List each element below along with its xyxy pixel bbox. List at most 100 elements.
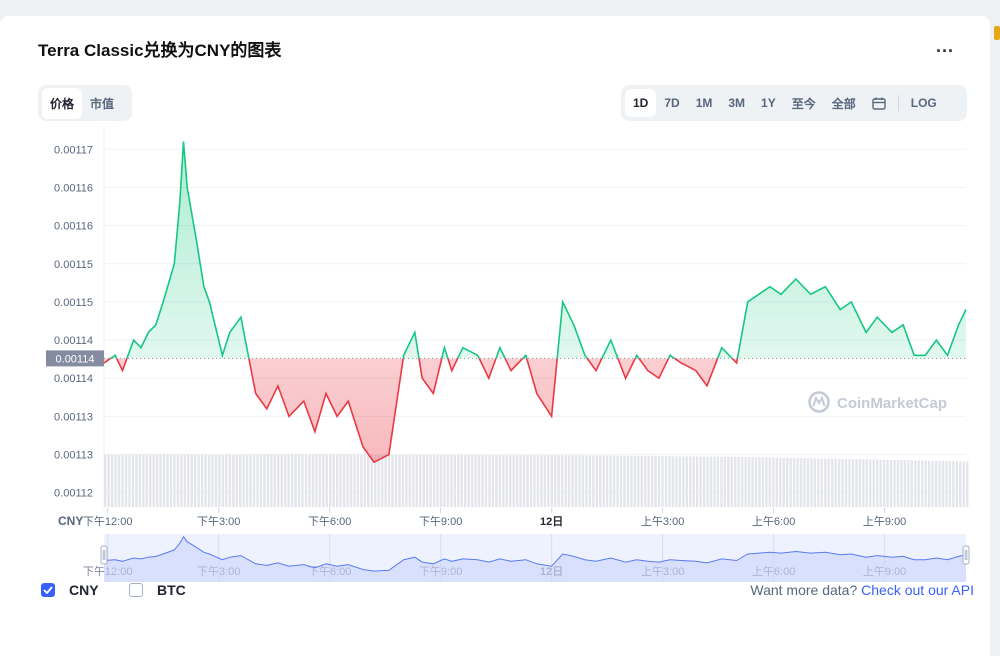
api-link[interactable]: Check out our API (861, 582, 974, 598)
volume-bar (187, 454, 189, 507)
coinmarketcap-logo-mark (814, 398, 825, 406)
volume-bar (436, 455, 438, 507)
volume-bar (236, 454, 238, 507)
volume-bar (914, 460, 916, 507)
btc-checkbox[interactable]: BTC (129, 582, 186, 598)
x-tick-label: 下午6:00 (308, 515, 351, 528)
coinmarketcap-watermark: CoinMarketCap (810, 393, 948, 413)
volume-bar (163, 454, 165, 507)
volume-bar (575, 455, 577, 507)
volume-bar (114, 454, 116, 507)
volume-bar (519, 455, 521, 507)
cny-checkbox[interactable]: CNY (41, 582, 99, 598)
btc-label: BTC (157, 582, 186, 598)
volume-bar (866, 459, 868, 507)
volume-bar (838, 459, 840, 507)
scrollbar-thumb[interactable] (994, 20, 1000, 50)
volume-bar (516, 455, 518, 507)
volume-bar (852, 459, 854, 507)
volume-bar (281, 454, 283, 507)
volume-bar (132, 454, 134, 507)
volume-bar (329, 454, 331, 507)
volume-bar (253, 454, 255, 507)
volume-bar (879, 460, 881, 507)
volume-bar (931, 461, 933, 507)
volume-bar (454, 455, 456, 507)
y-axis-label: CNY (58, 514, 83, 528)
volume-bar (637, 456, 639, 507)
volume-bar (322, 454, 324, 507)
volume-bar (343, 454, 345, 507)
volume-bar (558, 455, 560, 507)
volume-bar (571, 455, 573, 507)
volume-bar (897, 460, 899, 507)
volume-bar (855, 459, 857, 507)
volume-bar (904, 460, 906, 507)
volume-bar (803, 458, 805, 507)
volume-bar (377, 454, 379, 507)
volume-bar (738, 457, 740, 507)
volume-bar (817, 458, 819, 507)
volume-bar (734, 457, 736, 507)
volume-bar (675, 456, 677, 507)
checkbox-checked-icon (41, 583, 55, 597)
volume-bar (661, 456, 663, 507)
volume-bar (665, 456, 667, 507)
volume-bar (641, 456, 643, 507)
volume-bar (180, 454, 182, 507)
volume-bar (772, 458, 774, 507)
volume-bar (578, 455, 580, 507)
volume-bar (111, 454, 113, 507)
volume-bar (526, 455, 528, 507)
volume-bar (194, 454, 196, 507)
volume-bar (873, 460, 875, 507)
volume-bar (287, 454, 289, 507)
volume-bar (800, 458, 802, 507)
volume-bar (651, 456, 653, 507)
volume-bar (135, 454, 137, 507)
volume-bar (530, 455, 532, 507)
volume-bar (956, 461, 958, 507)
volume-bar (166, 454, 168, 507)
volume-bar (748, 457, 750, 507)
volume-bar (599, 455, 601, 507)
volume-bar (440, 455, 442, 507)
y-tick-label: 0.00114 (54, 335, 93, 347)
volume-bar (301, 454, 303, 507)
volume-bar (620, 456, 622, 507)
y-tick-label: 0.00116 (54, 221, 93, 233)
volume-bar (686, 456, 688, 507)
volume-bars (104, 454, 968, 507)
volume-bar (533, 455, 535, 507)
volume-bar (589, 455, 591, 507)
volume-bar (603, 456, 605, 507)
volume-bar (332, 454, 334, 507)
volume-bar (350, 454, 352, 507)
volume-bar (419, 455, 421, 507)
navigator-handle-right (963, 546, 969, 564)
volume-bar (890, 460, 892, 507)
volume-bar (464, 455, 466, 507)
range-navigator[interactable]: 下午12:00下午3:00下午6:00下午9:0012日上午3:00上午6:00… (83, 534, 969, 582)
volume-bar (506, 455, 508, 507)
volume-bar (246, 454, 248, 507)
volume-bar (741, 457, 743, 507)
volume-bar (765, 457, 767, 507)
volume-bar (935, 461, 937, 507)
volume-bar (502, 455, 504, 507)
volume-bar (208, 454, 210, 507)
volume-bar (807, 458, 809, 507)
x-tick-label: 上午6:00 (752, 515, 795, 528)
volume-bar (319, 454, 321, 507)
y-tick-label: 0.00113 (54, 450, 93, 462)
volume-bar (474, 455, 476, 507)
volume-bar (191, 454, 193, 507)
volume-bar (630, 456, 632, 507)
volume-bar (779, 458, 781, 507)
volume-bar (821, 459, 823, 507)
volume-bar (710, 457, 712, 507)
volume-bar (312, 454, 314, 507)
reference-label: 0.00114 (56, 353, 95, 365)
volume-bar (422, 455, 424, 507)
